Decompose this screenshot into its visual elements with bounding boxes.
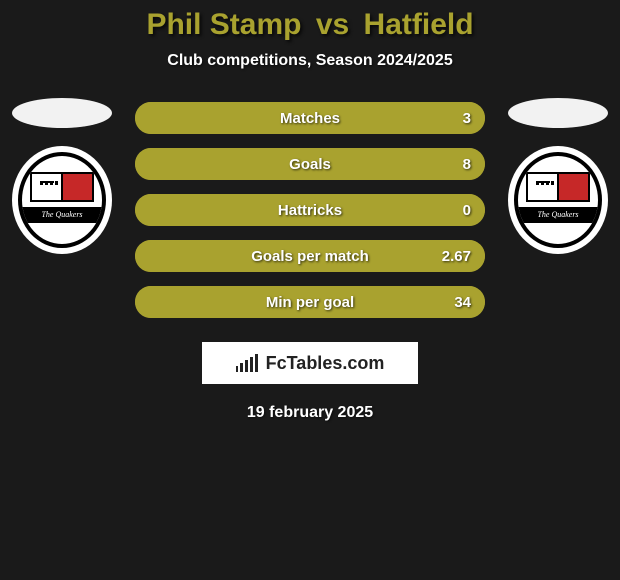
subtitle: Club competitions, Season 2024/2025 xyxy=(0,52,620,70)
page-title: Phil Stamp vs Hatfield xyxy=(0,8,620,42)
stat-label: Goals per match xyxy=(251,248,369,265)
stat-value-right: 0 xyxy=(463,202,471,219)
fctables-logo[interactable]: FcTables.com xyxy=(202,342,418,384)
title-player2: Hatfield xyxy=(364,8,474,41)
logo-bars-icon xyxy=(236,354,258,372)
stat-value-right: 2.67 xyxy=(442,248,471,265)
stat-row: Hattricks 0 xyxy=(135,194,485,226)
stat-value-right: 3 xyxy=(463,110,471,127)
player1-avatar xyxy=(12,98,112,128)
stat-row: Matches 3 xyxy=(135,102,485,134)
main-row: The Quakers Matches 3 Goals 8 Hattricks 0 Goal… xyxy=(0,98,620,318)
stat-label: Goals xyxy=(289,156,331,173)
logo-text: FcTables.com xyxy=(266,353,385,374)
title-vs: vs xyxy=(316,8,349,41)
stat-row: Goals 8 xyxy=(135,148,485,180)
player1-crest: The Quakers xyxy=(12,146,112,254)
date-label: 19 february 2025 xyxy=(0,404,620,422)
player2-crest: The Quakers xyxy=(508,146,608,254)
stat-value-right: 8 xyxy=(463,156,471,173)
crest-band-text-left: The Quakers xyxy=(41,210,82,219)
stat-value-right: 34 xyxy=(454,294,471,311)
comparison-card: Phil Stamp vs Hatfield Club competitions… xyxy=(0,0,620,422)
title-player1: Phil Stamp xyxy=(146,8,301,41)
stat-label: Min per goal xyxy=(266,294,354,311)
left-side: The Quakers xyxy=(7,98,117,254)
right-side: The Quakers xyxy=(503,98,613,254)
stat-label: Matches xyxy=(280,110,340,127)
player2-avatar xyxy=(508,98,608,128)
stat-row: Goals per match 2.67 xyxy=(135,240,485,272)
crest-band-text-right: The Quakers xyxy=(537,210,578,219)
stats-column: Matches 3 Goals 8 Hattricks 0 Goals per match 2… xyxy=(135,98,485,318)
stat-label: Hattricks xyxy=(278,202,342,219)
stat-row: Min per goal 34 xyxy=(135,286,485,318)
